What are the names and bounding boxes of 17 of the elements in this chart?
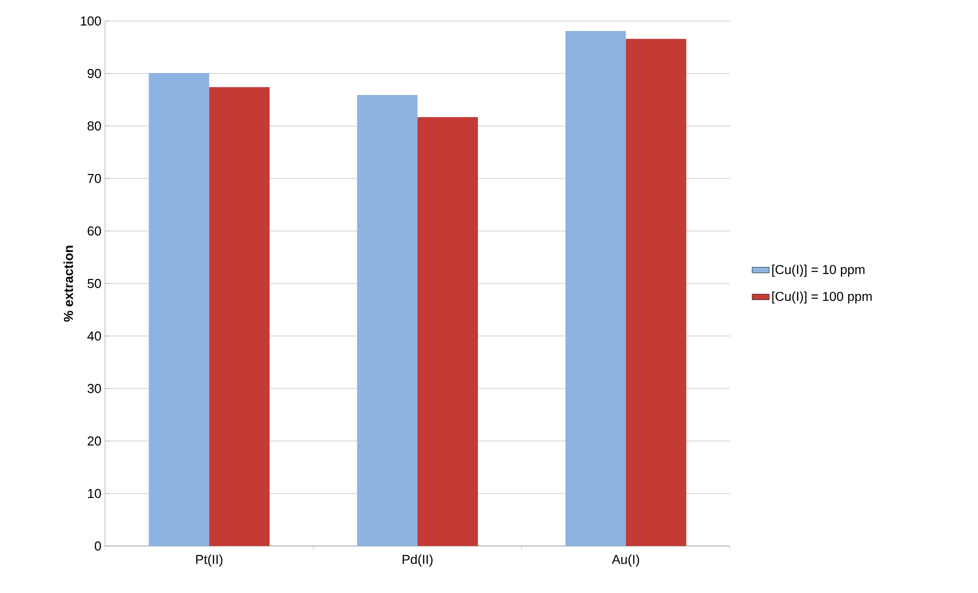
legend-label: [Cu(I)] = 100 ppm xyxy=(772,291,872,304)
y-tick-label: 0 xyxy=(94,541,101,551)
y-tick-label: 100 xyxy=(80,16,101,26)
x-tick-label: Au(I) xyxy=(612,554,640,567)
y-tick-label: 60 xyxy=(88,226,101,236)
x-tick-label: Pd(II) xyxy=(402,554,433,567)
y-tick-label: 40 xyxy=(87,331,101,341)
y-tick-label: 80 xyxy=(88,121,101,131)
y-tick-label: 90 xyxy=(88,68,101,78)
legend-label: [Cu(I)] = 10 ppm xyxy=(772,264,864,277)
x-tick-label: Pt(II) xyxy=(196,554,222,567)
y-tick-label: 30 xyxy=(88,384,101,394)
y-tick-label: 10 xyxy=(88,488,101,498)
y-tick-label: 70 xyxy=(88,174,101,184)
y-axis-title: % extraction xyxy=(64,246,74,322)
y-tick-label: 50 xyxy=(88,278,101,288)
y-tick-label: 20 xyxy=(88,436,101,446)
